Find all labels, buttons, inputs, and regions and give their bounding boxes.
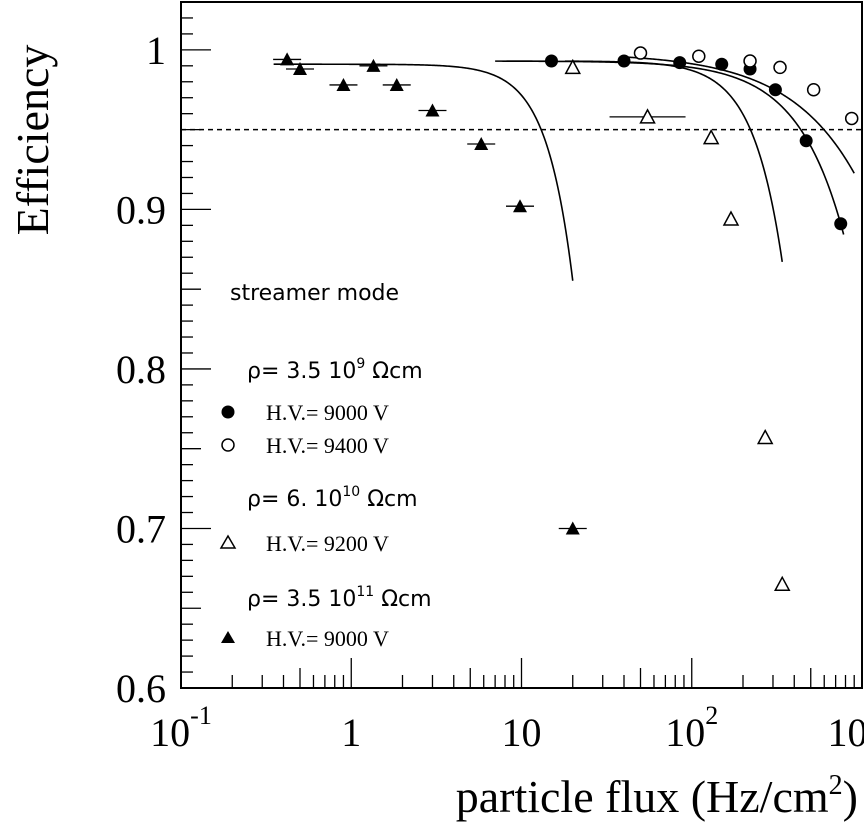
data-point bbox=[743, 54, 757, 68]
data-point bbox=[806, 82, 821, 97]
data-point bbox=[722, 210, 740, 226]
legend-marker-open-triangle bbox=[219, 534, 237, 549]
x-tick-label: 102 bbox=[665, 701, 718, 755]
data-point bbox=[692, 49, 706, 63]
data-point bbox=[564, 58, 582, 75]
data-point bbox=[773, 575, 791, 592]
legend-label-hv-9000-a: H.V.= 9000 V bbox=[266, 400, 389, 425]
legend-marker-filled-circle bbox=[221, 405, 235, 419]
legend-label-hv-9200: H.V.= 9200 V bbox=[266, 531, 389, 556]
legend-group-rho-3: ρ= 3.5 1011 Ωcm bbox=[247, 584, 432, 612]
data-point bbox=[639, 108, 656, 124]
y-tick-label: 0.6 bbox=[116, 666, 166, 711]
x-tick-label: 10-1 bbox=[150, 701, 212, 755]
data-point bbox=[336, 77, 351, 91]
y-axis-ticks: 0.6 0.7 0.8 0.9 1 bbox=[116, 1, 211, 711]
data-points bbox=[273, 46, 859, 592]
x-axis-title-sup: 2 bbox=[829, 770, 843, 801]
data-point bbox=[756, 428, 774, 445]
data-point bbox=[425, 103, 440, 117]
fit-curve-series-3 bbox=[564, 60, 784, 262]
plot-frame bbox=[180, 1, 863, 689]
legend-marker-filled-triangle bbox=[221, 631, 235, 643]
data-point bbox=[773, 60, 787, 75]
legend-label-hv-9000-b: H.V.= 9000 V bbox=[266, 626, 389, 651]
data-point bbox=[715, 57, 729, 71]
data-point bbox=[513, 199, 528, 213]
data-point bbox=[844, 111, 859, 126]
x-axis-title: particle flux (Hz/cm2) bbox=[456, 770, 858, 822]
y-tick-label: 1 bbox=[146, 28, 166, 73]
data-point bbox=[799, 134, 813, 148]
x-tick-label: 10 bbox=[502, 710, 542, 755]
data-point bbox=[633, 46, 648, 60]
y-tick-label: 0.9 bbox=[116, 187, 166, 232]
y-tick-label: 0.8 bbox=[116, 347, 166, 392]
legend-marker-open-circle bbox=[221, 438, 235, 452]
data-point bbox=[834, 217, 848, 231]
x-tick-label: 1 bbox=[341, 710, 361, 755]
x-tick-label: 103 bbox=[828, 701, 864, 755]
legend-label-hv-9400: H.V.= 9400 V bbox=[266, 433, 389, 458]
fit-curves bbox=[273, 56, 855, 281]
x-axis-ticks: 10-1 1 10 102 103 bbox=[150, 658, 864, 755]
legend-group-rho-2: ρ= 6. 1010 Ωcm bbox=[247, 484, 418, 512]
data-point bbox=[768, 83, 782, 97]
data-point bbox=[565, 521, 580, 535]
x-axis-title-main: particle flux (Hz/cm bbox=[456, 771, 829, 822]
legend-title: streamer mode bbox=[230, 281, 399, 306]
data-point bbox=[544, 54, 558, 68]
data-point bbox=[673, 56, 687, 70]
data-point bbox=[617, 54, 631, 68]
y-axis-title: Efficiency bbox=[7, 45, 58, 236]
fit-curve-series-2 bbox=[623, 56, 855, 174]
data-point bbox=[280, 52, 295, 66]
legend-group-rho-1: ρ= 3.5 109 Ωcm bbox=[247, 356, 423, 384]
legend: streamer mode ρ= 3.5 109 Ωcm H.V.= 9000 … bbox=[219, 281, 432, 651]
x-axis-title-close: ) bbox=[843, 771, 858, 822]
fit-curve-series-4 bbox=[273, 63, 574, 281]
data-point bbox=[474, 136, 489, 150]
data-point bbox=[292, 62, 307, 76]
y-tick-label: 0.7 bbox=[116, 506, 166, 551]
data-point bbox=[702, 129, 720, 145]
data-point bbox=[366, 58, 381, 72]
data-point bbox=[389, 77, 404, 91]
